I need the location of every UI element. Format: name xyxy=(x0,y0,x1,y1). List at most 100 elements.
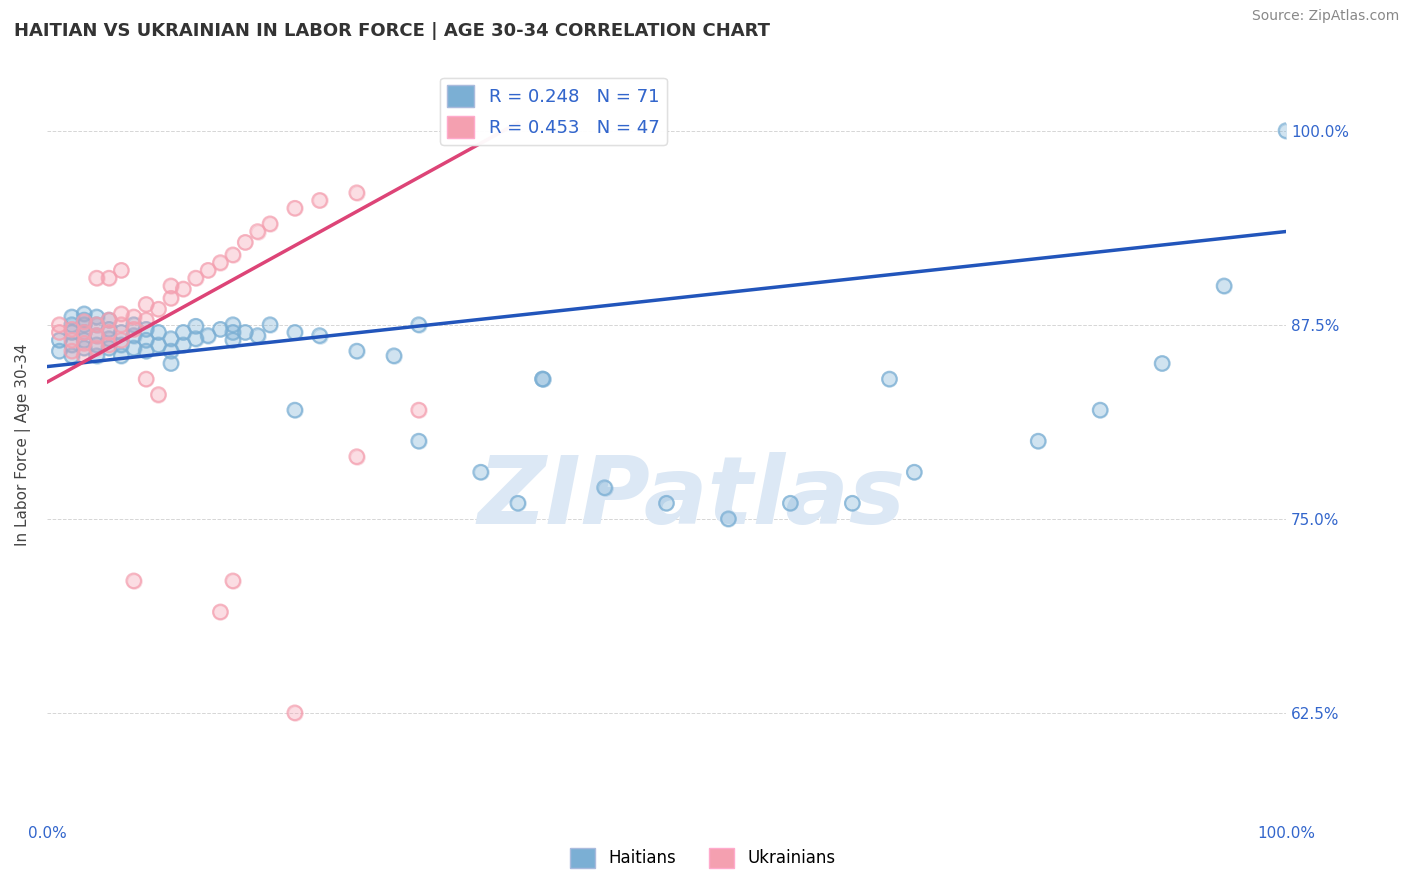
Point xyxy=(246,328,269,343)
Point xyxy=(903,465,925,479)
Point xyxy=(135,372,157,386)
Point xyxy=(222,248,245,262)
Point xyxy=(48,333,70,347)
Point xyxy=(73,336,96,351)
Point xyxy=(97,338,120,352)
Point xyxy=(97,313,120,327)
Point xyxy=(222,333,245,347)
Point xyxy=(97,271,120,285)
Point xyxy=(259,318,281,332)
Point xyxy=(1026,434,1049,449)
Point xyxy=(86,349,108,363)
Point xyxy=(60,318,83,332)
Point xyxy=(73,318,96,332)
Point xyxy=(184,332,207,346)
Point xyxy=(160,291,183,305)
Point xyxy=(86,338,108,352)
Point xyxy=(1152,356,1174,370)
Point xyxy=(48,326,70,340)
Point xyxy=(122,318,145,332)
Point xyxy=(222,333,245,347)
Point xyxy=(172,326,194,340)
Point xyxy=(86,271,108,285)
Point xyxy=(148,302,170,317)
Point xyxy=(531,372,554,386)
Point xyxy=(506,496,529,510)
Point xyxy=(110,338,132,352)
Point xyxy=(60,310,83,324)
Point xyxy=(222,326,245,340)
Point xyxy=(122,574,145,588)
Point xyxy=(1026,434,1049,449)
Point xyxy=(135,333,157,347)
Point xyxy=(135,297,157,311)
Point xyxy=(97,332,120,346)
Point xyxy=(60,326,83,340)
Point xyxy=(60,344,83,359)
Point xyxy=(593,481,616,495)
Point xyxy=(259,217,281,231)
Point xyxy=(197,328,219,343)
Point xyxy=(110,333,132,347)
Point xyxy=(308,328,330,343)
Point xyxy=(222,574,245,588)
Point xyxy=(148,326,170,340)
Point xyxy=(209,322,232,336)
Point xyxy=(122,328,145,343)
Point xyxy=(209,255,232,269)
Point xyxy=(408,434,430,449)
Point xyxy=(97,326,120,340)
Point xyxy=(308,328,330,343)
Point xyxy=(470,465,492,479)
Point xyxy=(97,313,120,327)
Y-axis label: In Labor Force | Age 30-34: In Labor Force | Age 30-34 xyxy=(15,343,31,546)
Point xyxy=(86,318,108,332)
Point xyxy=(160,344,183,359)
Point xyxy=(284,201,307,215)
Point xyxy=(346,450,368,464)
Point xyxy=(1152,356,1174,370)
Point xyxy=(655,496,678,510)
Point xyxy=(172,338,194,352)
Point xyxy=(184,332,207,346)
Point xyxy=(86,328,108,343)
Point xyxy=(110,326,132,340)
Point xyxy=(122,310,145,324)
Point xyxy=(60,326,83,340)
Point xyxy=(73,307,96,321)
Point xyxy=(110,307,132,321)
Point xyxy=(197,328,219,343)
Point xyxy=(197,263,219,277)
Point xyxy=(97,341,120,355)
Point xyxy=(222,574,245,588)
Point xyxy=(1213,278,1236,293)
Point xyxy=(259,318,281,332)
Point xyxy=(148,387,170,401)
Point xyxy=(160,278,183,293)
Point xyxy=(222,326,245,340)
Point xyxy=(73,326,96,340)
Point xyxy=(97,313,120,327)
Point xyxy=(86,328,108,343)
Point xyxy=(135,322,157,336)
Point xyxy=(408,318,430,332)
Point xyxy=(160,278,183,293)
Point xyxy=(86,341,108,355)
Point xyxy=(148,338,170,352)
Point xyxy=(73,333,96,347)
Point xyxy=(209,255,232,269)
Point xyxy=(209,605,232,619)
Point xyxy=(122,310,145,324)
Point xyxy=(209,605,232,619)
Point xyxy=(110,338,132,352)
Point xyxy=(655,496,678,510)
Point xyxy=(470,465,492,479)
Point xyxy=(903,465,925,479)
Point xyxy=(160,344,183,359)
Point xyxy=(48,318,70,332)
Point xyxy=(408,434,430,449)
Point xyxy=(779,496,801,510)
Point xyxy=(122,574,145,588)
Point xyxy=(97,322,120,336)
Point xyxy=(284,706,307,720)
